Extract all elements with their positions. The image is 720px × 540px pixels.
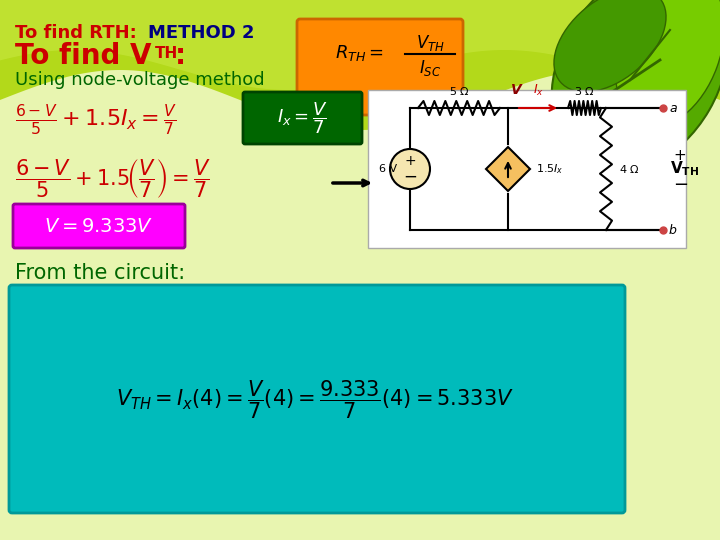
Text: b: b bbox=[669, 224, 677, 237]
FancyBboxPatch shape bbox=[9, 285, 625, 513]
Text: $I_{SC}$: $I_{SC}$ bbox=[419, 58, 441, 78]
Text: From the circuit:: From the circuit: bbox=[15, 263, 185, 283]
Text: METHOD 2: METHOD 2 bbox=[148, 24, 254, 42]
Text: 3 $\Omega$: 3 $\Omega$ bbox=[574, 85, 595, 97]
Circle shape bbox=[390, 149, 430, 189]
Polygon shape bbox=[0, 0, 720, 130]
Ellipse shape bbox=[616, 0, 720, 127]
Text: $I_x$: $I_x$ bbox=[533, 83, 544, 98]
Text: $I_x=\dfrac{V}{7}$: $I_x=\dfrac{V}{7}$ bbox=[276, 100, 328, 136]
Text: TH: TH bbox=[155, 46, 179, 61]
Ellipse shape bbox=[552, 0, 720, 173]
Text: 5 $\Omega$: 5 $\Omega$ bbox=[449, 85, 469, 97]
Polygon shape bbox=[0, 0, 720, 90]
FancyBboxPatch shape bbox=[13, 204, 185, 248]
Text: To find V: To find V bbox=[15, 42, 151, 70]
Text: $R_{TH}=$: $R_{TH}=$ bbox=[335, 43, 384, 63]
Text: $1.5I_x$: $1.5I_x$ bbox=[536, 162, 564, 176]
FancyBboxPatch shape bbox=[297, 19, 463, 115]
Text: a: a bbox=[669, 102, 677, 114]
Text: $V_{TH}=I_x(4)=\dfrac{V}{7}(4)=\dfrac{9.333}{7}(4)=5.333V$: $V_{TH}=I_x(4)=\dfrac{V}{7}(4)=\dfrac{9.… bbox=[116, 379, 514, 421]
Text: $\frac{6-V}{5}+1.5I_x=\frac{V}{7}$: $\frac{6-V}{5}+1.5I_x=\frac{V}{7}$ bbox=[15, 103, 177, 138]
Text: $V=9.333V$: $V=9.333V$ bbox=[45, 217, 153, 235]
FancyBboxPatch shape bbox=[368, 90, 686, 248]
Text: To find RTH:: To find RTH: bbox=[15, 24, 143, 42]
FancyBboxPatch shape bbox=[243, 92, 362, 144]
Text: 4 $\Omega$: 4 $\Omega$ bbox=[619, 163, 639, 175]
Text: +: + bbox=[673, 147, 685, 163]
Text: 6 V: 6 V bbox=[379, 164, 397, 174]
Text: $\mathbf{V_{TH}}$: $\mathbf{V_{TH}}$ bbox=[670, 160, 699, 178]
Polygon shape bbox=[486, 147, 530, 191]
Text: V: V bbox=[511, 83, 522, 97]
Ellipse shape bbox=[554, 0, 666, 92]
Text: −: − bbox=[673, 176, 688, 194]
Text: :: : bbox=[175, 42, 186, 70]
Text: $V_{TH}$: $V_{TH}$ bbox=[415, 33, 444, 53]
Text: $\dfrac{6-V}{5}+1.5\!\left(\dfrac{V}{7}\right)=\dfrac{V}{7}$: $\dfrac{6-V}{5}+1.5\!\left(\dfrac{V}{7}\… bbox=[15, 157, 211, 199]
Text: −: − bbox=[403, 168, 417, 186]
Text: Using node-voltage method: Using node-voltage method bbox=[15, 71, 265, 89]
Text: +: + bbox=[404, 154, 416, 168]
